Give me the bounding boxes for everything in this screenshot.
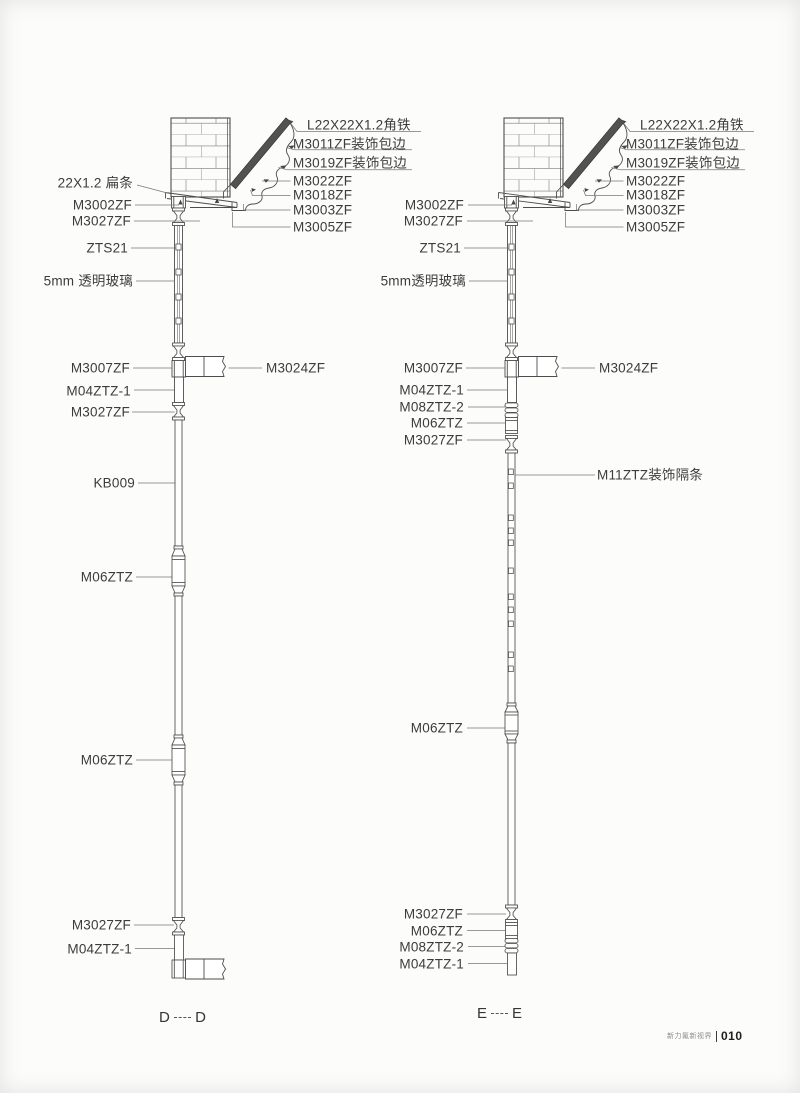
label-m3022zf-ee: M3022ZF <box>626 172 686 188</box>
caption-ee: E E <box>477 1005 522 1022</box>
label-m3027zf-top-dd: M3027ZF <box>71 212 131 228</box>
label-m3011zf-ee: M3011ZF装饰包边 <box>626 135 739 151</box>
footer-divider <box>716 1030 717 1042</box>
label-m3024zf-dd: M3024ZF <box>266 360 326 376</box>
label-m3019zf-ee: M3019ZF装饰包边 <box>626 155 740 171</box>
label-m08ztz2-upper-ee: M08ZTZ-2 <box>399 399 464 415</box>
label-flat-bar: 22X1.2 扁条 <box>57 175 133 191</box>
label-m3005zf-dd: M3005ZF <box>293 218 353 234</box>
caption-dd-right: D <box>195 1009 206 1026</box>
caption-dd-dash <box>173 1017 192 1018</box>
footer-page-number: 010 <box>721 1029 743 1043</box>
label-m3027zf-bottom-dd: M3027ZF <box>71 917 131 933</box>
label-m3007zf-dd: M3007ZF <box>70 360 130 376</box>
diagram-ee <box>464 118 754 976</box>
label-m3027zf-bottom-ee: M3027ZF <box>403 906 463 922</box>
label-m3005zf-ee: M3005ZF <box>626 218 686 234</box>
label-m3019zf-dd: M3019ZF装饰包边 <box>293 155 407 171</box>
label-m04ztz1-upper-ee: M04ZTZ-1 <box>399 382 464 398</box>
label-m08ztz2-bottom-ee: M08ZTZ-2 <box>399 938 464 954</box>
label-m3003zf-dd: M3003ZF <box>293 201 353 217</box>
label-m06ztz-upper-dd: M06ZTZ <box>80 569 133 585</box>
diagram-dd <box>131 118 421 980</box>
label-zts21-dd: ZTS21 <box>86 240 128 256</box>
label-m3024zf-ee: M3024ZF <box>599 360 659 376</box>
page-footer: 新力氟新视界 010 <box>667 1029 743 1043</box>
label-m11ztz-ee: M11ZTZ装饰隔条 <box>597 467 703 483</box>
label-m3018zf-ee: M3018ZF <box>626 187 686 203</box>
caption-ee-right: E <box>511 1005 522 1022</box>
label-angle-iron-ee: L22X22X1.2角铁 <box>640 117 744 133</box>
label-m04ztz1-bottom-dd: M04ZTZ-1 <box>67 940 132 956</box>
label-zts21-ee: ZTS21 <box>419 240 461 256</box>
label-glass-dd: 5mm 透明玻璃 <box>43 273 133 289</box>
label-m3002zf-ee: M3002ZF <box>404 196 464 212</box>
label-m06ztz-bottom-ee: M06ZTZ <box>410 922 463 938</box>
label-m06ztz-upper-ee: M06ZTZ <box>410 415 463 431</box>
label-m04ztz1-upper-dd: M04ZTZ-1 <box>66 382 131 398</box>
caption-ee-dash <box>491 1013 508 1014</box>
label-m3027zf-top-ee: M3027ZF <box>403 213 463 229</box>
label-m3011zf-dd: M3011ZF装饰包边 <box>293 135 406 151</box>
label-m3022zf-dd: M3022ZF <box>293 172 353 188</box>
label-m06ztz-mid-ee: M06ZTZ <box>410 720 463 736</box>
label-m3002zf-dd: M3002ZF <box>72 196 132 212</box>
label-m3027zf-mid-dd: M3027ZF <box>70 404 130 420</box>
footer-brand: 新力氟新视界 <box>667 1033 712 1040</box>
label-m3018zf-dd: M3018ZF <box>293 187 353 203</box>
label-glass-ee: 5mm透明玻璃 <box>380 273 466 289</box>
label-m3007zf-ee: M3007ZF <box>403 359 463 375</box>
label-kb009: KB009 <box>93 475 135 491</box>
label-m04ztz1-bottom-ee: M04ZTZ-1 <box>399 955 464 971</box>
label-angle-iron-dd: L22X22X1.2角铁 <box>307 117 411 133</box>
caption-dd: D D <box>159 1009 206 1026</box>
caption-ee-left: E <box>477 1005 488 1022</box>
label-m06ztz-lower-dd: M06ZTZ <box>80 752 133 768</box>
label-m3027zf-upper-ee: M3027ZF <box>403 432 463 448</box>
label-m3003zf-ee: M3003ZF <box>626 201 686 217</box>
caption-dd-left: D <box>159 1009 170 1026</box>
